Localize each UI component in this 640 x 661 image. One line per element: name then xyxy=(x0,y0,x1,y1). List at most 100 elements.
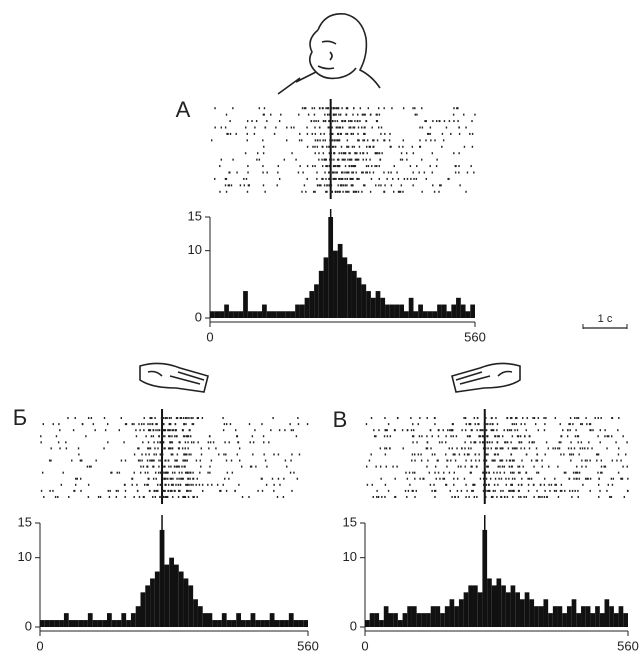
raster-spike xyxy=(262,165,264,168)
raster-spike xyxy=(333,113,335,116)
raster-spike xyxy=(147,477,149,480)
raster-spike xyxy=(363,139,366,142)
raster-spike xyxy=(573,477,575,480)
raster-spike xyxy=(575,477,577,480)
raster-spike xyxy=(541,495,543,498)
raster-spike xyxy=(587,447,589,450)
raster-spike xyxy=(501,459,504,462)
raster-spike xyxy=(448,177,450,180)
raster-spike xyxy=(471,465,473,468)
raster-spike xyxy=(483,429,485,432)
raster-spike xyxy=(272,417,274,420)
raster-spike xyxy=(232,158,234,161)
raster-spike xyxy=(562,429,564,432)
raster-spike xyxy=(142,495,145,498)
raster-spike xyxy=(326,184,328,187)
histogram-bar xyxy=(421,613,427,627)
raster-spike xyxy=(361,171,363,174)
raster-spike xyxy=(557,447,559,450)
raster-spike xyxy=(148,447,150,450)
raster-spike xyxy=(420,453,422,456)
raster-spike xyxy=(172,495,174,498)
raster-spike xyxy=(59,429,61,432)
raster-spike xyxy=(402,139,405,142)
raster-spike xyxy=(325,158,328,161)
raster-spike xyxy=(366,152,368,155)
raster-spike xyxy=(408,471,411,474)
raster-spike xyxy=(316,145,319,148)
raster-spike xyxy=(169,429,171,432)
raster-spike xyxy=(356,158,359,161)
raster-spike xyxy=(414,471,416,474)
raster-spike xyxy=(256,152,259,155)
raster-spike xyxy=(488,483,490,486)
raster-spike xyxy=(181,447,184,450)
raster-spike xyxy=(499,459,502,462)
raster-spike xyxy=(504,441,506,444)
raster-spike xyxy=(278,177,281,180)
raster-spike xyxy=(519,441,521,444)
raster-spike xyxy=(494,435,496,438)
raster-spike xyxy=(378,165,380,168)
raster-spike xyxy=(342,158,345,161)
raster-spike xyxy=(537,495,540,498)
raster-spike xyxy=(537,417,540,420)
raster-spike xyxy=(414,453,416,456)
raster-spike xyxy=(430,447,432,450)
raster-spike xyxy=(43,495,45,498)
raster-spike xyxy=(344,171,346,174)
raster-spike xyxy=(314,132,316,135)
raster-spike xyxy=(511,483,513,486)
raster-spike xyxy=(254,429,256,432)
raster-spike xyxy=(306,145,309,148)
raster-spike xyxy=(342,184,345,187)
x-tick-label: 0 xyxy=(36,638,43,653)
raster-spike xyxy=(353,145,355,148)
raster-spike xyxy=(159,453,162,456)
raster-spike xyxy=(545,441,548,444)
histogram-bar xyxy=(430,606,436,627)
raster-spike xyxy=(148,429,151,432)
raster-spike xyxy=(330,190,332,193)
raster-spike xyxy=(484,483,486,486)
raster-spike xyxy=(241,495,244,498)
raster-spike xyxy=(597,453,599,456)
raster-spike xyxy=(574,471,577,474)
raster-spike xyxy=(344,152,347,155)
raster-spike xyxy=(588,423,591,426)
raster-spike xyxy=(215,447,217,450)
raster-spike xyxy=(263,145,265,148)
raster-spike xyxy=(184,441,187,444)
raster-spike xyxy=(599,489,601,492)
raster-spike xyxy=(200,447,203,450)
raster-spike xyxy=(383,139,385,142)
raster-spike xyxy=(146,483,148,486)
raster-spike xyxy=(227,132,229,135)
raster-spike xyxy=(496,471,498,474)
histogram-bar xyxy=(73,620,79,627)
raster-spike xyxy=(323,132,325,135)
raster-spike xyxy=(468,453,470,456)
histogram-bar xyxy=(78,620,84,627)
raster-spike xyxy=(543,417,545,420)
raster-spike xyxy=(521,477,523,480)
raster-spike xyxy=(335,107,338,110)
histogram-bar xyxy=(491,585,497,627)
raster-spike xyxy=(338,177,340,180)
raster-spike xyxy=(579,447,582,450)
raster-spike xyxy=(266,465,268,468)
raster-spike xyxy=(178,441,180,444)
raster-spike xyxy=(214,177,216,180)
raster-spike xyxy=(485,471,487,474)
raster-spike xyxy=(321,158,323,161)
raster-spike xyxy=(486,465,488,468)
raster-spike xyxy=(199,459,202,462)
raster-spike xyxy=(40,435,42,438)
raster-spike xyxy=(181,465,183,468)
x-tick-label: 0 xyxy=(206,329,213,344)
histogram-bar xyxy=(279,620,285,627)
raster-spike xyxy=(468,495,470,498)
raster-spike xyxy=(380,126,383,129)
histogram-bar xyxy=(510,585,516,627)
raster-spike xyxy=(471,120,473,123)
